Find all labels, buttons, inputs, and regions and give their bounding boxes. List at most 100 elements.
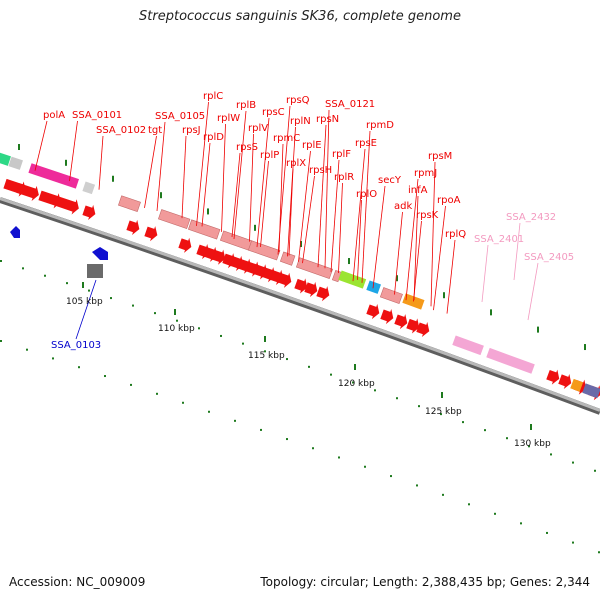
- major-tick: [82, 282, 84, 288]
- minor-tick: [506, 437, 508, 440]
- label-leader: [352, 148, 366, 282]
- cds-forward-arrow: [416, 322, 430, 338]
- cds-forward-arrow: [82, 204, 96, 221]
- backbone-layer: [0, 197, 600, 415]
- major-tick: [112, 175, 114, 182]
- minor-tick: [260, 428, 262, 431]
- major-tick: [441, 392, 443, 398]
- scale-tick-label: 110 kbp: [158, 324, 195, 334]
- label-leader: [481, 244, 489, 303]
- minor-tick: [264, 350, 266, 353]
- cds-forward-arrow: [38, 190, 61, 209]
- gene-label: rplN: [290, 116, 311, 127]
- gray-feature: [82, 181, 96, 195]
- major-tick: [490, 309, 492, 316]
- scale-tick-label: 125 kbp: [425, 407, 462, 417]
- cds-forward-arrow: [212, 249, 226, 265]
- label-leader: [233, 110, 247, 240]
- minor-tick: [286, 358, 288, 361]
- minor-tick: [572, 541, 574, 544]
- scale-tick-label: 120 kbp: [338, 379, 375, 389]
- gene-label: rpmD: [366, 120, 394, 131]
- minor-tick: [352, 381, 354, 384]
- cds-forward-arrow: [278, 272, 292, 288]
- orange-feature: [570, 378, 584, 392]
- label-leader: [357, 199, 362, 280]
- minor-tick: [390, 475, 392, 478]
- major-tick: [160, 192, 162, 199]
- major-tick: [354, 364, 356, 370]
- gene-label: infA: [408, 185, 428, 196]
- pink-feature: [486, 347, 535, 374]
- minor-tick: [78, 366, 80, 369]
- gene-label: rplW: [217, 113, 240, 124]
- label-leader: [98, 135, 104, 190]
- major-tick: [174, 309, 176, 315]
- minor-tick: [22, 267, 24, 270]
- label-leader: [413, 195, 419, 301]
- label-leader: [324, 109, 330, 269]
- feature-layer: [0, 152, 600, 401]
- gene-label: SSA_0102: [96, 125, 146, 136]
- backbone-ring: [0, 197, 600, 412]
- cds-forward-arrow: [178, 237, 192, 253]
- gene-label: rplE: [302, 140, 322, 151]
- label-leader: [430, 161, 436, 307]
- major-tick: [207, 208, 209, 215]
- pink-feature: [452, 335, 484, 356]
- ribosomal-gene-block: [118, 195, 141, 213]
- gene-label: rpsN: [316, 114, 339, 125]
- gene-label: rpsQ: [286, 95, 310, 106]
- genome-summary: Topology: circular; Length: 2,388,435 bp…: [260, 575, 590, 589]
- gray-reverse-feature: [87, 264, 103, 278]
- minor-tick: [468, 503, 470, 506]
- minor-tick: [546, 531, 548, 534]
- gene-label: rplR: [334, 172, 354, 183]
- major-tick: [584, 344, 586, 351]
- gene-label: secY: [378, 175, 402, 186]
- ribosomal-gene-block: [219, 230, 253, 251]
- scale-tick-label: 130 kbp: [514, 439, 551, 449]
- minor-tick: [308, 365, 310, 368]
- ribosomal-gene-block: [157, 209, 191, 230]
- ribosomal-gene-block: [295, 257, 334, 280]
- gene-label: rpsM: [428, 151, 452, 162]
- minor-tick: [330, 373, 332, 376]
- cds-forward-arrow: [366, 304, 380, 320]
- minor-tick: [364, 465, 366, 468]
- label-leader: [196, 101, 209, 226]
- label-leader: [527, 262, 539, 321]
- gene-label: rplD: [203, 132, 224, 143]
- gene-label: SSA_0121: [325, 99, 375, 110]
- gene-label: rplQ: [445, 229, 466, 240]
- label-layer: 105 kbp 110 kbp 115 kbp 120 kbp 125 kbp 130 k…: [43, 91, 574, 449]
- minor-tick: [494, 512, 496, 515]
- map-title: Streptococcus sanguinis SK36, complete g…: [139, 9, 461, 24]
- label-leader: [156, 121, 166, 211]
- label-leader: [231, 152, 241, 237]
- minor-tick: [110, 297, 112, 300]
- green-feature: [0, 152, 11, 166]
- major-tick: [348, 258, 350, 265]
- cds-forward-arrow: [16, 183, 39, 201]
- minor-tick: [396, 397, 398, 400]
- gene-label: rpoA: [437, 195, 461, 206]
- label-leader: [302, 175, 315, 264]
- gene-label: rplO: [356, 189, 377, 200]
- magenta-feature: [28, 163, 79, 189]
- gene-label: SSA_2405: [524, 252, 574, 263]
- label-leader: [34, 120, 48, 171]
- minor-tick: [550, 453, 552, 456]
- accession-label: Accession: NC_009009: [9, 575, 146, 589]
- cds-reverse-blue: [92, 247, 108, 260]
- minor-tick: [520, 522, 522, 525]
- scale-tick-label: 115 kbp: [248, 351, 285, 361]
- gene-label: rplX: [286, 158, 306, 169]
- gene-label: rpsJ: [182, 125, 201, 136]
- minor-tick: [156, 392, 158, 395]
- label-leader: [277, 105, 291, 255]
- minor-tick: [442, 493, 444, 496]
- gene-label: polA: [43, 110, 65, 121]
- cds-forward-arrow: [394, 314, 408, 330]
- leader-layer: [34, 101, 539, 340]
